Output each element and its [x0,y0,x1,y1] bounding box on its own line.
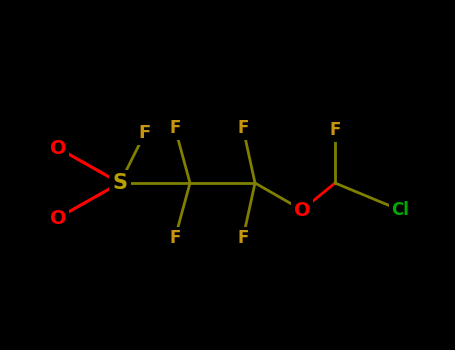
Text: O: O [50,139,66,158]
Text: S: S [112,173,127,193]
Text: O: O [50,209,66,228]
Text: Cl: Cl [391,201,409,219]
Text: F: F [238,119,249,137]
Text: F: F [329,121,341,139]
Text: F: F [169,229,181,247]
Text: O: O [293,201,310,219]
Text: F: F [139,124,151,142]
Text: F: F [238,229,249,247]
Text: F: F [169,119,181,137]
